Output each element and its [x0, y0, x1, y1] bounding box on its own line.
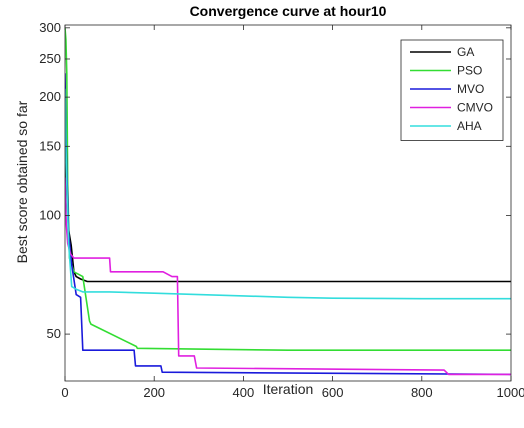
legend-label-aha: AHA [457, 119, 482, 133]
x-tick-label: 200 [143, 385, 165, 400]
y-tick-label: 150 [39, 138, 61, 153]
legend-label-mvo: MVO [457, 82, 484, 96]
y-tick-label: 100 [39, 208, 61, 223]
legend: GA PSO MVO CMVO AHA [401, 40, 503, 141]
x-tick-label: 400 [233, 385, 255, 400]
legend-label-pso: PSO [457, 64, 482, 78]
y-tick-label: 50 [47, 326, 61, 341]
x-tick-label: 600 [322, 385, 344, 400]
legend-label-cmvo: CMVO [457, 101, 493, 115]
chart-title: Convergence curve at hour10 [190, 3, 387, 19]
x-tick-label: 800 [411, 385, 433, 400]
y-tick-label: 250 [39, 51, 61, 66]
y-tick-label: 200 [39, 89, 61, 104]
x-tick-label: 1000 [497, 385, 524, 400]
x-axis-label: Iteration [263, 381, 314, 397]
y-tick-label: 300 [39, 20, 61, 35]
y-axis-label: Best score obtained so far [14, 100, 30, 263]
legend-label-ga: GA [457, 45, 474, 59]
x-tick-label: 0 [61, 385, 68, 400]
